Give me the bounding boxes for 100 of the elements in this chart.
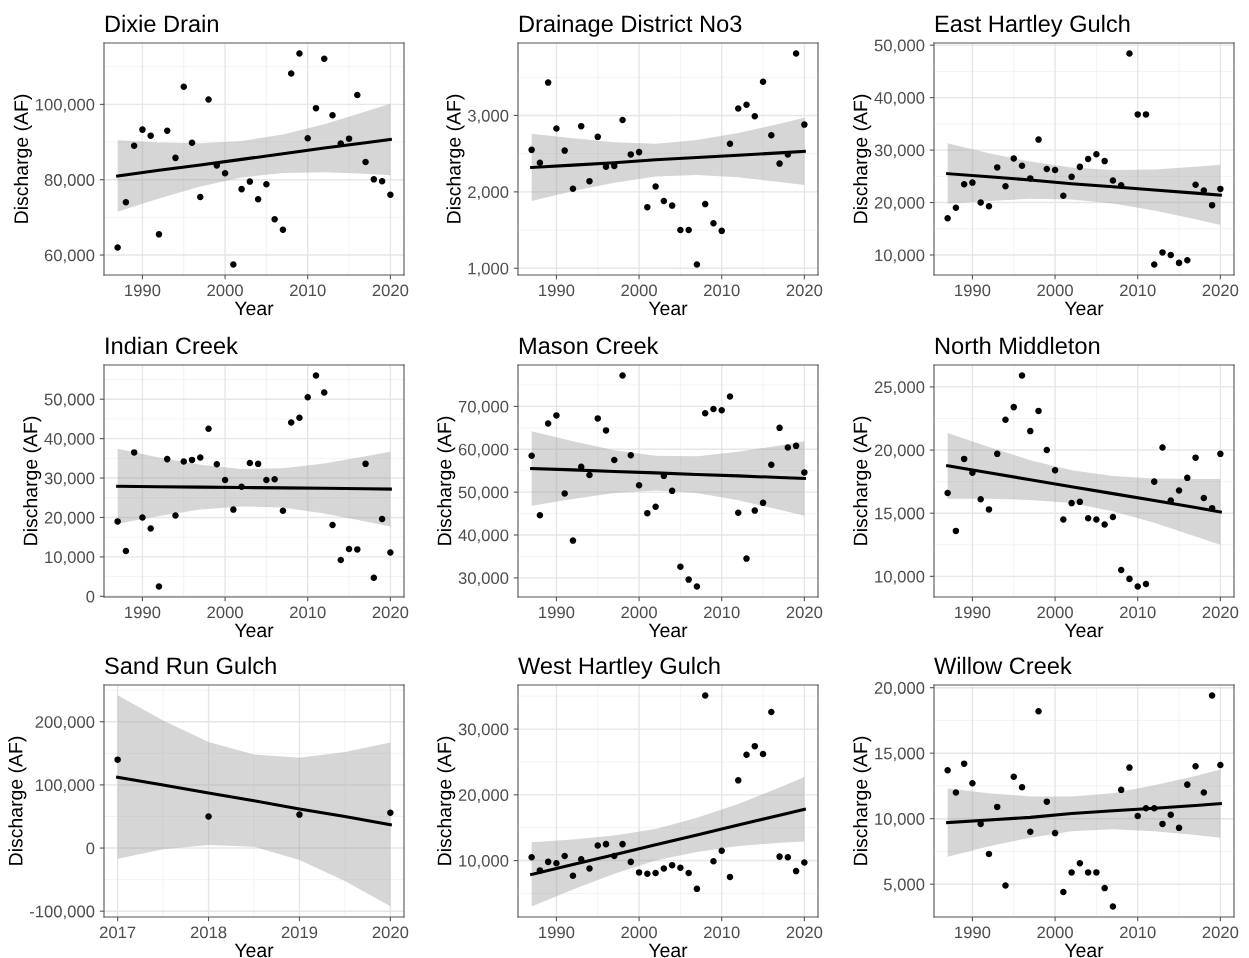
point — [759, 78, 767, 86]
y-axis-title: Discharge (AF) — [853, 736, 872, 865]
y-axis-title: Discharge (AF) — [446, 94, 465, 223]
point — [296, 811, 303, 818]
point — [1060, 192, 1067, 199]
point — [693, 261, 701, 268]
y-tick-label: 25,000 — [874, 381, 925, 396]
y-tick-label: 3,000 — [467, 109, 509, 124]
point — [602, 163, 610, 170]
point — [776, 424, 783, 432]
y-tick-label: 1,000 — [468, 262, 509, 277]
x-tick-label: 2020 — [372, 926, 409, 939]
point — [768, 708, 775, 716]
point — [701, 200, 709, 208]
point — [627, 858, 635, 866]
point — [197, 193, 204, 201]
point — [370, 176, 378, 183]
point — [130, 142, 138, 150]
line-series — [530, 149, 806, 169]
point — [279, 507, 287, 515]
chart-title: Drainage District No3 — [519, 14, 742, 37]
point — [561, 490, 568, 497]
point — [619, 840, 626, 848]
point — [718, 407, 725, 414]
y-axis-title: Discharge (AF) — [437, 736, 456, 865]
point — [188, 456, 196, 464]
x-tick-label: 2017 — [99, 926, 136, 939]
point — [1043, 165, 1051, 173]
point — [751, 507, 759, 514]
point — [1068, 869, 1075, 876]
y-tick-label: 100,000 — [36, 98, 95, 113]
point — [1134, 583, 1141, 590]
point — [668, 487, 676, 495]
point — [710, 219, 717, 227]
y-tick-label: 20,000 — [458, 789, 509, 803]
y-tick-label: 70,000 — [458, 400, 509, 415]
point — [1109, 177, 1117, 184]
point — [378, 177, 386, 185]
point — [536, 159, 544, 167]
point — [362, 460, 369, 468]
point — [230, 506, 237, 513]
point — [561, 147, 568, 154]
point — [751, 112, 759, 120]
y-tick-label: 0 — [86, 590, 95, 603]
x-axis-title: Year — [648, 943, 688, 958]
chart-title: West Hartley Gulch — [518, 656, 720, 679]
point — [660, 865, 668, 872]
y-tick-label: 5,000 — [883, 878, 925, 893]
point — [960, 760, 968, 767]
point — [1159, 820, 1166, 828]
point — [768, 461, 775, 468]
point — [801, 859, 808, 866]
x-tick-label: 2020 — [786, 926, 823, 939]
y-tick-label: 15,000 — [875, 507, 925, 522]
point — [536, 512, 544, 519]
point — [312, 372, 320, 379]
point — [172, 512, 179, 519]
point — [586, 177, 593, 185]
point — [644, 870, 651, 877]
point — [1200, 187, 1208, 194]
line-series — [946, 172, 1222, 197]
point — [139, 514, 146, 521]
y-tick-label: 40,000 — [874, 92, 925, 106]
x-tick-label: 2020 — [1202, 606, 1239, 619]
point — [370, 574, 378, 582]
point — [1109, 903, 1117, 910]
line-series — [116, 137, 392, 178]
point — [611, 852, 618, 860]
point — [743, 751, 750, 758]
point — [635, 148, 643, 156]
point — [553, 412, 560, 419]
point — [1002, 416, 1009, 424]
point — [155, 583, 163, 590]
point — [205, 813, 212, 820]
point — [304, 393, 311, 401]
y-tick-label: 50,000 — [44, 393, 95, 408]
point — [271, 475, 278, 483]
point — [1101, 521, 1108, 528]
point — [652, 503, 659, 510]
point — [1084, 869, 1092, 876]
point — [1117, 181, 1125, 189]
point — [1076, 859, 1084, 867]
y-tick-label: 20,000 — [874, 682, 925, 696]
x-axis-title: Year — [234, 943, 274, 958]
point — [685, 576, 692, 583]
point — [726, 140, 734, 147]
x-tick-label: 1990 — [539, 606, 575, 619]
point — [602, 840, 610, 848]
y-tick-label: 40,000 — [458, 529, 509, 544]
y-tick-label: 15,000 — [875, 747, 925, 762]
point — [271, 216, 278, 223]
point — [1159, 444, 1166, 451]
x-axis-title: Year — [648, 623, 688, 638]
x-tick-label: 2020 — [786, 284, 823, 297]
point — [969, 780, 976, 787]
point — [644, 203, 651, 211]
point — [1101, 884, 1108, 892]
point — [1142, 580, 1150, 588]
point — [743, 101, 750, 108]
x-axis-title: Year — [1064, 623, 1104, 638]
